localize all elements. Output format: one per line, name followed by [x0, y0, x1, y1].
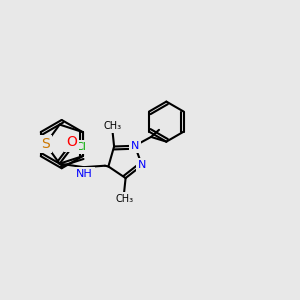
Text: NH: NH [76, 169, 93, 179]
Text: N: N [138, 160, 146, 170]
Text: N: N [131, 141, 139, 151]
Text: CH₃: CH₃ [103, 121, 122, 131]
Text: S: S [41, 137, 50, 151]
Text: O: O [66, 135, 77, 149]
Text: Cl: Cl [76, 142, 86, 152]
Text: CH₃: CH₃ [115, 194, 133, 204]
